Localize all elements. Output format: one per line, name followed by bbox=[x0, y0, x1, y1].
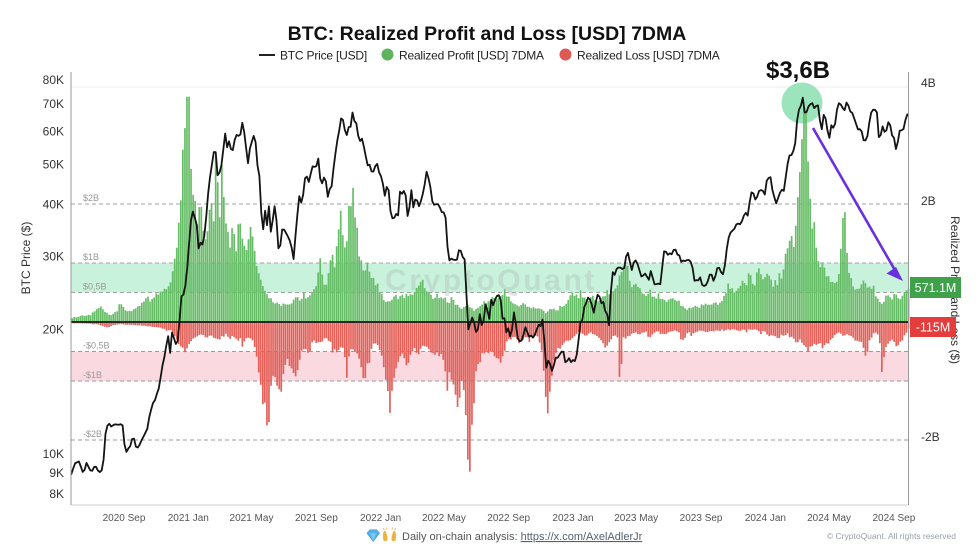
svg-text:BTC Price ($): BTC Price ($) bbox=[19, 222, 33, 295]
svg-text:BTC: Realized Profit and Loss: BTC: Realized Profit and Loss [USD] 7DMA bbox=[288, 23, 687, 45]
svg-text:50K: 50K bbox=[43, 157, 64, 171]
svg-text:30K: 30K bbox=[43, 249, 64, 263]
svg-text:-$0,5B: -$0,5B bbox=[83, 341, 110, 351]
svg-text:8K: 8K bbox=[49, 487, 64, 501]
svg-text:20K: 20K bbox=[43, 322, 64, 336]
svg-text:-115M: -115M bbox=[916, 321, 951, 335]
svg-text:2023 Sep: 2023 Sep bbox=[680, 513, 723, 524]
svg-text:$1B: $1B bbox=[83, 252, 99, 262]
svg-text:2024 Jan: 2024 Jan bbox=[745, 513, 786, 524]
svg-text:$3,6B: $3,6B bbox=[766, 57, 830, 84]
svg-text:BTC Price [USD]: BTC Price [USD] bbox=[280, 49, 367, 63]
svg-text:-2B: -2B bbox=[921, 430, 940, 444]
svg-text:2021 Sep: 2021 Sep bbox=[295, 513, 338, 524]
svg-text:2023 May: 2023 May bbox=[614, 513, 658, 524]
svg-text:60K: 60K bbox=[43, 125, 64, 139]
svg-text:2022 Jan: 2022 Jan bbox=[360, 513, 401, 524]
svg-text:70K: 70K bbox=[43, 97, 64, 111]
svg-text:2021 Jan: 2021 Jan bbox=[168, 513, 209, 524]
svg-text:80K: 80K bbox=[43, 73, 64, 87]
svg-text:Realized Profit [USD] 7DMA: Realized Profit [USD] 7DMA bbox=[399, 49, 544, 63]
svg-text:-$2B: -$2B bbox=[83, 429, 102, 439]
svg-text:2B: 2B bbox=[921, 194, 936, 208]
svg-text:$2B: $2B bbox=[83, 193, 99, 203]
svg-text:© CryptoQuant. All rights rese: © CryptoQuant. All rights reserved bbox=[827, 531, 956, 541]
svg-text:2022 Sep: 2022 Sep bbox=[487, 513, 530, 524]
svg-text:571.1M: 571.1M bbox=[915, 281, 957, 295]
svg-text:10K: 10K bbox=[43, 447, 64, 461]
svg-text:2024 May: 2024 May bbox=[807, 513, 851, 524]
svg-text:$0,5B: $0,5B bbox=[83, 282, 107, 292]
svg-text:2023 Jan: 2023 Jan bbox=[552, 513, 593, 524]
svg-text:2022 May: 2022 May bbox=[422, 513, 466, 524]
svg-text:2020 Sep: 2020 Sep bbox=[103, 513, 146, 524]
svg-text:Realized Loss [USD] 7DMA: Realized Loss [USD] 7DMA bbox=[577, 49, 720, 63]
svg-text:9K: 9K bbox=[49, 466, 64, 480]
svg-text:2024 Sep: 2024 Sep bbox=[872, 513, 915, 524]
svg-text:2021 May: 2021 May bbox=[230, 513, 274, 524]
svg-text:-$1B: -$1B bbox=[83, 370, 102, 380]
svg-text:Daily on-chain analysis: https: Daily on-chain analysis: https://x.com/A… bbox=[402, 531, 643, 543]
svg-text:40K: 40K bbox=[43, 198, 64, 212]
svg-text:4B: 4B bbox=[921, 76, 936, 90]
